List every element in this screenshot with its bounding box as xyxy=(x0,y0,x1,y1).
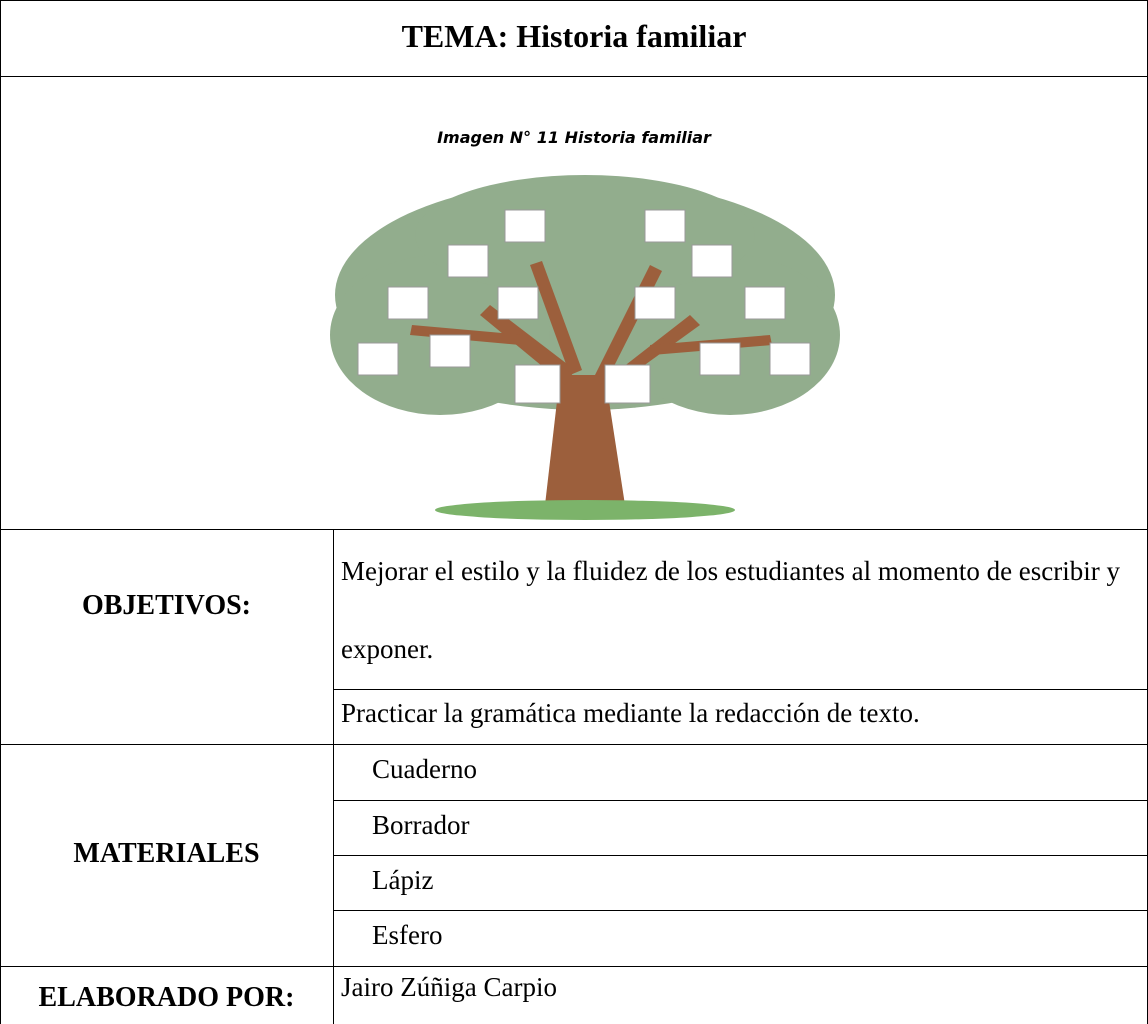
rule xyxy=(333,910,1148,911)
family-tree-image xyxy=(330,175,840,520)
rule xyxy=(0,0,1,1024)
material: Esfero xyxy=(372,920,443,950)
rule xyxy=(333,855,1148,856)
rule xyxy=(0,76,1148,77)
rule xyxy=(0,744,1148,745)
rule xyxy=(0,966,1148,967)
author-label: ELABORADO POR: xyxy=(38,982,295,1013)
objective: Mejorar el estilo y la fluidez de los es… xyxy=(341,556,1121,664)
material: Lápiz xyxy=(372,865,434,895)
materials-label: MATERIALES xyxy=(73,838,260,869)
objective: Practicar la gramática mediante la redac… xyxy=(341,698,920,728)
rule xyxy=(333,689,1148,690)
material: Borrador xyxy=(372,810,470,840)
material: Cuaderno xyxy=(372,754,477,784)
figure-caption: Imagen N° 11 Historia familiar xyxy=(437,128,711,147)
objectives-label: OBJETIVOS: xyxy=(81,590,252,621)
rule xyxy=(0,0,1148,1)
rule xyxy=(0,529,1148,530)
rule xyxy=(333,529,334,1024)
rule xyxy=(333,800,1148,801)
author: Jairo Zúñiga Carpio xyxy=(341,972,557,1002)
title: TEMA: Historia familiar xyxy=(401,18,747,54)
